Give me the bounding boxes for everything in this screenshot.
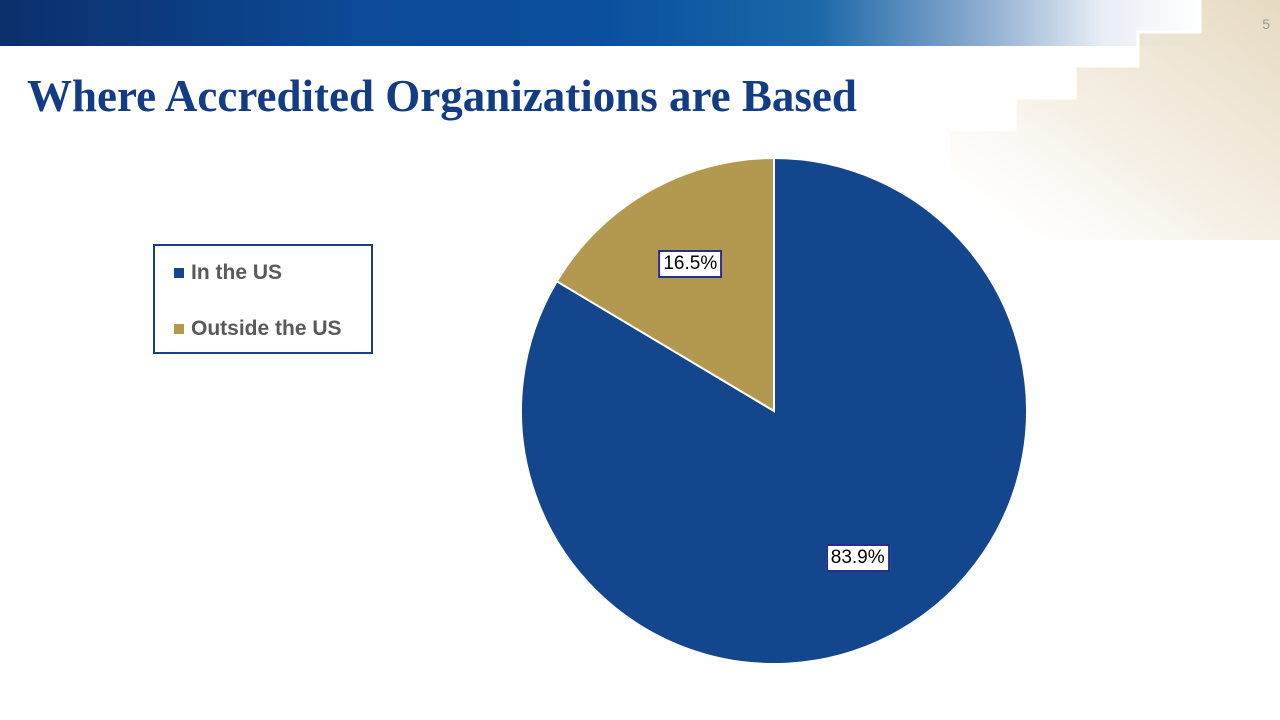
legend-swatch-outside-the-us [174,324,184,334]
legend-label-in-the-us: In the US [191,261,283,284]
data-label-in-the-us: 83.9% [825,544,890,573]
legend-swatch-in-the-us [174,268,184,278]
header-gradient-band [0,0,1200,46]
stairs-decoration [950,0,1280,240]
pie-slice-outside-the-us [555,156,775,413]
legend-item-in-the-us: In the US [174,261,282,285]
slide-title: Where Accredited Organizations are Based [27,71,857,121]
legend-item-outside-the-us: Outside the US [174,317,342,341]
chart-legend: In the US Outside the US [153,244,373,354]
data-label-outside-the-us: 16.5% [658,249,723,278]
legend-label-outside-the-us: Outside the US [191,317,342,340]
slide-number: 5 [1262,16,1270,32]
